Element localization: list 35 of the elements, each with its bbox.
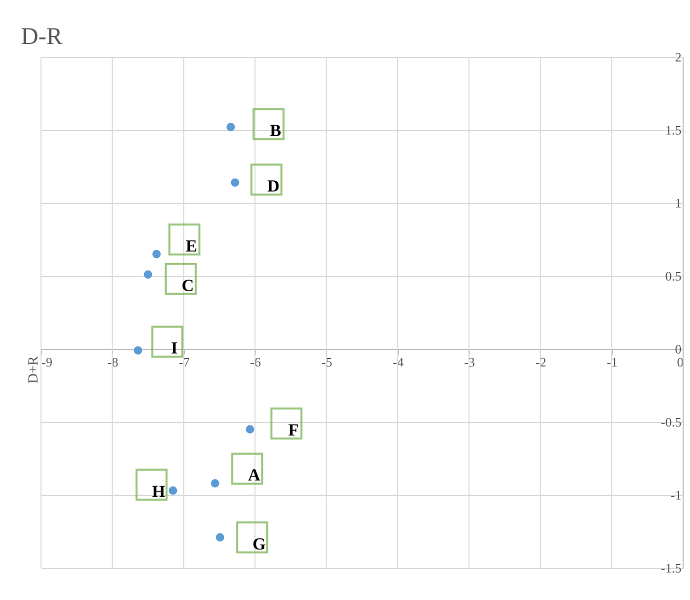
annotation: G <box>252 534 266 554</box>
x-tick-label: -7 <box>178 354 190 370</box>
y-tick-label: 0.5 <box>665 268 682 284</box>
y-axis-title: D+R <box>26 355 42 384</box>
point <box>134 346 142 355</box>
x-tick-label: -5 <box>321 354 332 370</box>
y-tick-label: -0.5 <box>660 414 682 430</box>
annotation: B <box>270 121 282 140</box>
annotation: I <box>170 338 178 358</box>
annotation: D <box>267 176 280 196</box>
point <box>216 533 224 542</box>
x-tick-label: -4 <box>392 354 404 370</box>
point <box>168 486 178 495</box>
point <box>152 250 161 258</box>
point <box>230 178 240 187</box>
y-tick-label: 2 <box>675 50 682 64</box>
annotation: H <box>152 482 166 501</box>
x-tick-label: -1 <box>606 354 618 370</box>
y-tick-label: 0 <box>675 342 682 356</box>
y-tick-label: 1 <box>675 196 682 210</box>
annotation: F <box>288 420 299 440</box>
point <box>210 479 220 488</box>
point <box>226 122 235 132</box>
x-tick-label: -2 <box>535 354 546 370</box>
annotation: C <box>182 276 194 295</box>
y-tick-label: -1.5 <box>660 560 682 576</box>
annotation: A <box>248 466 262 485</box>
annotation: E <box>186 236 198 256</box>
point <box>144 270 152 279</box>
chart-title: D-R <box>21 24 62 50</box>
point <box>246 425 254 434</box>
x-tick-label: -9 <box>42 354 52 370</box>
x-tick-label: -8 <box>107 354 118 370</box>
y-tick-label: 1.5 <box>665 122 682 138</box>
y-tick-label: -1 <box>670 488 682 502</box>
